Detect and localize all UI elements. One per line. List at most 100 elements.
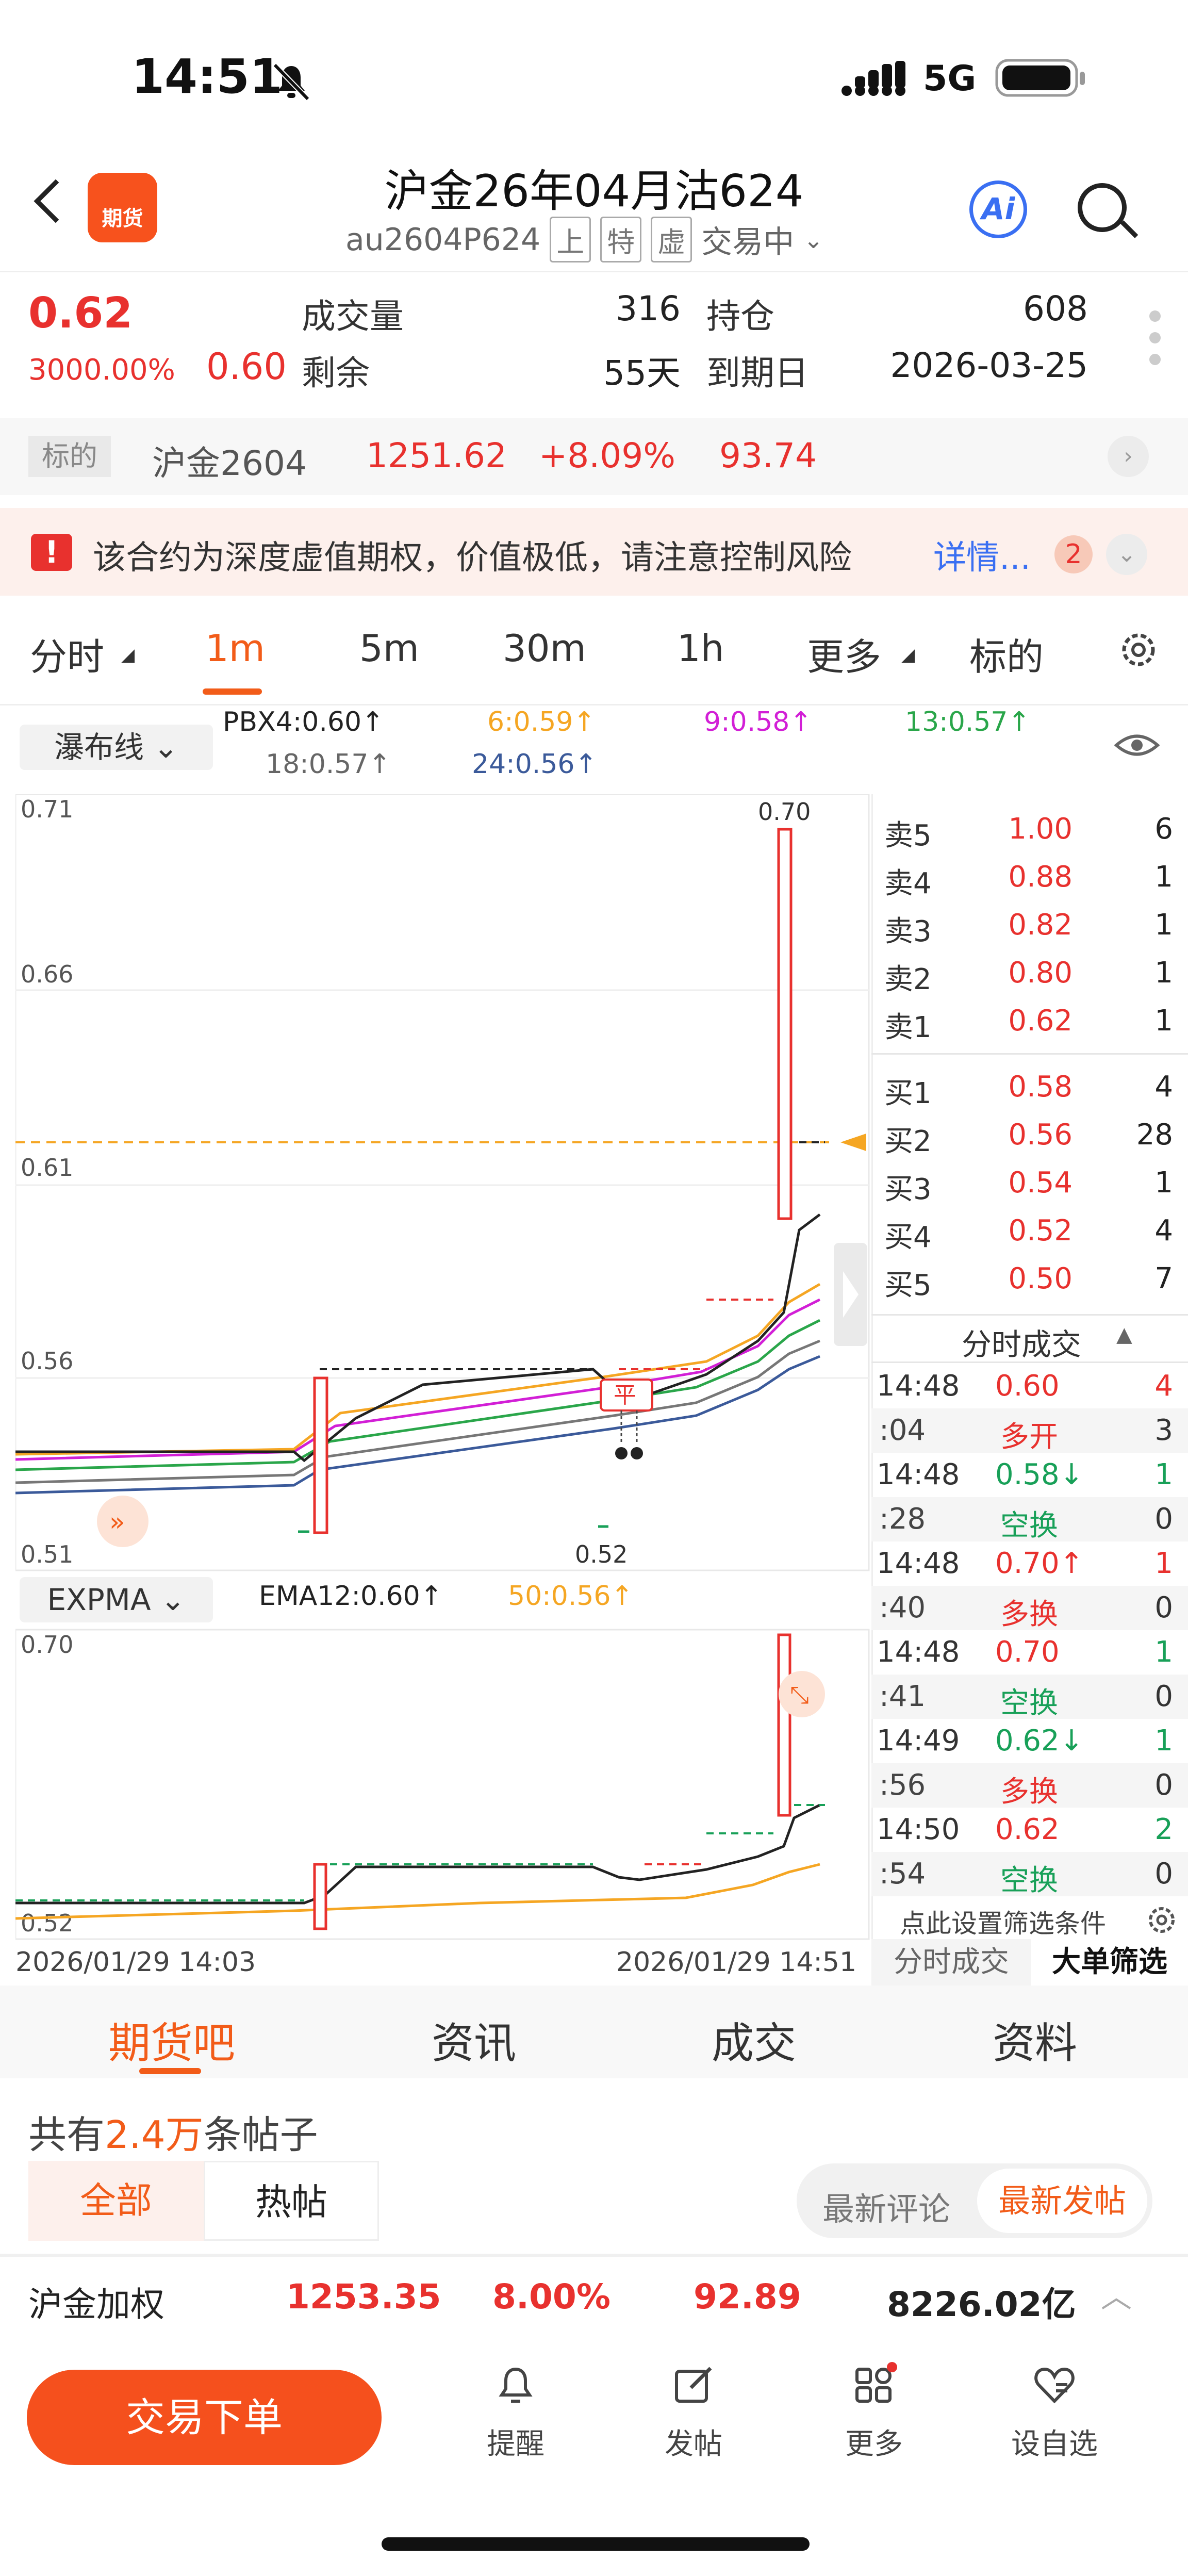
tab-forum[interactable]: 期货吧: [108, 2019, 236, 2068]
nav-reminder[interactable]: 提醒: [459, 2362, 572, 2463]
settings-gear-icon[interactable]: [1115, 627, 1162, 673]
tag-virtual: 虚: [651, 217, 692, 262]
ticks-header[interactable]: 分时成交: [962, 1327, 1082, 1362]
time-start: 2026/01/29 14:03: [15, 1947, 256, 1978]
axis-label-071: 0.71: [21, 795, 73, 823]
more-vertical-icon[interactable]: [1147, 307, 1163, 369]
contract-subtitle[interactable]: au2604P624 上 特 虚 交易中 ⌄: [345, 217, 823, 262]
tick-type: 空换: [1000, 1509, 1058, 1543]
filter-hint[interactable]: 点此设置筛选条件: [900, 1909, 1106, 1939]
tab-tick-list[interactable]: 分时成交: [871, 1939, 1031, 1986]
active-tab-indicator: [203, 688, 262, 695]
lower-axis-052: 0.52: [21, 1909, 73, 1937]
tab-5m[interactable]: 5m: [359, 627, 419, 670]
tick-count: 0: [1154, 1768, 1173, 1802]
tick-type: 多换: [1000, 1598, 1058, 1631]
sort-latest-comment[interactable]: 最新评论: [822, 2190, 951, 2228]
chevron-down-icon: ⌄: [153, 730, 179, 765]
tick-volume: 1: [1154, 1458, 1173, 1491]
pbx13-value: 13:0.57↑: [905, 707, 1031, 737]
bell-muted-icon: [273, 63, 310, 101]
tab-30m[interactable]: 30m: [503, 627, 586, 670]
section-tabs-bar: [0, 1986, 1188, 2078]
ask-price: 0.80: [1008, 956, 1072, 990]
alert-icon: !: [31, 534, 72, 571]
candle-rise: [313, 1376, 328, 1534]
tab-more[interactable]: 更多: [807, 635, 882, 679]
underlying-bar[interactable]: [0, 418, 1188, 495]
bid-label: 买5: [884, 1269, 932, 1302]
tick-seconds: :04: [879, 1414, 926, 1447]
nav-post[interactable]: 发帖: [637, 2362, 750, 2463]
tab-info[interactable]: 资料: [993, 2019, 1078, 2068]
tick-time: 14:48: [877, 1635, 960, 1669]
ask-label: 卖3: [884, 915, 932, 948]
index-bar[interactable]: [0, 2254, 1188, 2347]
bid-price: 0.52: [1008, 1214, 1072, 1248]
post-count-prefix: 共有: [28, 2113, 105, 2157]
settings-gear-icon[interactable]: [1144, 1902, 1180, 1938]
tab-trades[interactable]: 成交: [712, 2019, 797, 2068]
main-indicator-select[interactable]: 瀑布线 ⌄: [20, 725, 213, 770]
tick-price: 0.58↓: [995, 1458, 1084, 1491]
axis-label-056: 0.56: [21, 1347, 73, 1375]
tick-sub-row-bg: [871, 1497, 1188, 1541]
ask-price: 0.62: [1008, 1004, 1072, 1038]
prev-price: 0.60: [206, 346, 287, 388]
index-change: 92.89: [694, 2277, 801, 2317]
details-link[interactable]: 详情...: [933, 539, 1031, 577]
underlying-tag: 标的: [28, 436, 111, 477]
last-price-marker-icon: [840, 1134, 866, 1151]
eye-icon[interactable]: [1114, 730, 1160, 761]
network-type: 5G: [923, 58, 977, 99]
tick-volume: 1: [1154, 1547, 1173, 1580]
tab-timeshare[interactable]: 分时: [30, 635, 105, 679]
filter-all[interactable]: 全部: [28, 2161, 204, 2241]
sort-latest-post[interactable]: 最新发帖: [977, 2169, 1147, 2233]
fast-forward-icon[interactable]: »: [109, 1507, 125, 1537]
tab-more-caret: ◢: [901, 645, 915, 665]
bid-label: 买1: [884, 1077, 932, 1110]
chevron-down-icon[interactable]: ⌄: [1106, 534, 1147, 575]
time-end: 2026/01/29 14:51: [616, 1947, 857, 1978]
nav-watchlist[interactable]: 设自选: [998, 2362, 1111, 2463]
sub-indicator-label: EXPMA: [47, 1582, 151, 1617]
pbx6-value: 6:0.59↑: [487, 707, 596, 737]
chevron-up-icon[interactable]: ︿: [1101, 2279, 1132, 2315]
tab-1m[interactable]: 1m: [205, 627, 265, 670]
kline-chart[interactable]: 0.71 0.66 0.61 0.56 0.51 0.52 0.70 平 » 0…: [15, 794, 871, 1944]
lower-axis-070: 0.70: [21, 1631, 73, 1659]
post-count-suffix: 条帖子: [203, 2113, 318, 2157]
ai-button[interactable]: Ai: [969, 181, 1027, 238]
expiry-label: 到期日: [706, 353, 808, 393]
tick-count: 0: [1154, 1680, 1173, 1713]
home-indicator: [382, 2537, 810, 2551]
axis-label-051: 0.51: [21, 1540, 73, 1568]
expand-arrows-icon[interactable]: ⤡: [790, 1681, 809, 1709]
tab-1h[interactable]: 1h: [677, 627, 724, 670]
tab-underlying[interactable]: 标的: [969, 635, 1044, 679]
active-section-indicator: [139, 2068, 201, 2074]
futures-logo: 期货: [88, 173, 157, 242]
tab-news[interactable]: 资讯: [432, 2019, 517, 2068]
pbx4-value: PBX4:0.60↑: [223, 707, 384, 737]
underlying-pct: +8.09%: [539, 436, 675, 475]
risk-warning-bar[interactable]: [0, 508, 1188, 596]
bid-volume: 28: [1136, 1118, 1173, 1152]
ema12-value: EMA12:0.60↑: [259, 1581, 443, 1612]
tick-price: 0.70↑: [995, 1547, 1084, 1580]
chevron-right-icon[interactable]: ›: [1108, 436, 1149, 477]
axis-label-061: 0.61: [21, 1154, 73, 1182]
nav-more[interactable]: 更多: [817, 2362, 931, 2463]
status-time: 14:51: [131, 49, 283, 104]
nav-reminder-label: 提醒: [487, 2427, 544, 2461]
tab-large-orders[interactable]: 大单筛选: [1031, 1939, 1188, 1986]
sub-indicator-select[interactable]: EXPMA ⌄: [20, 1577, 213, 1622]
search-icon[interactable]: [1078, 183, 1127, 232]
trade-order-button[interactable]: 交易下单: [27, 2370, 382, 2465]
battery-icon: [995, 59, 1085, 97]
warning-count-badge: 2: [1054, 535, 1093, 573]
remain-label: 剩余: [302, 353, 370, 393]
underlying-name: 沪金2604: [152, 444, 307, 483]
filter-hot[interactable]: 热帖: [204, 2161, 379, 2241]
